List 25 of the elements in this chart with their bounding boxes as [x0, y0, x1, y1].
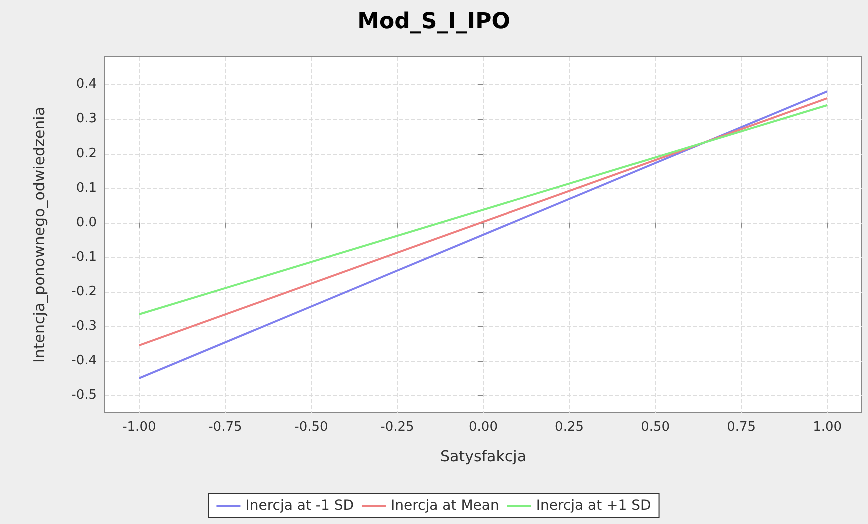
legend-label: Inercja at +1 SD [536, 498, 652, 514]
y-tick-label: 0.3 [76, 112, 97, 127]
y-tick-label: -0.5 [72, 388, 97, 404]
chart-title: Mod_S_I_IPO [358, 10, 510, 34]
y-axis-title: Intencja_ponownego_odwiedzenia [30, 106, 48, 364]
x-tick-label: -0.75 [208, 420, 242, 435]
x-tick-label: 1.00 [813, 420, 842, 435]
legend-label: Inercja at -1 SD [246, 498, 354, 514]
x-tick-label: -1.00 [122, 420, 156, 435]
y-tick-label: 0.0 [76, 215, 97, 230]
x-tick-label: -0.50 [294, 420, 328, 435]
y-tick-label: -0.4 [72, 354, 97, 369]
x-tick-label: 0.25 [555, 420, 584, 435]
x-tick-label: 0.75 [727, 420, 756, 435]
legend-label: Inercja at Mean [390, 498, 500, 514]
x-tick-label: -0.25 [380, 420, 414, 435]
y-tick-label: -0.2 [72, 284, 97, 300]
y-tick-label: -0.1 [72, 250, 97, 265]
y-tick-label: 0.2 [76, 146, 97, 162]
y-tick-label: 0.1 [76, 180, 97, 196]
x-tick-label: 0.00 [469, 420, 498, 435]
x-tick-label: 0.50 [641, 420, 670, 435]
y-tick-label: 0.4 [76, 77, 97, 92]
y-tick-label: -0.3 [72, 319, 97, 334]
x-axis-title: Satysfakcja [440, 448, 527, 466]
